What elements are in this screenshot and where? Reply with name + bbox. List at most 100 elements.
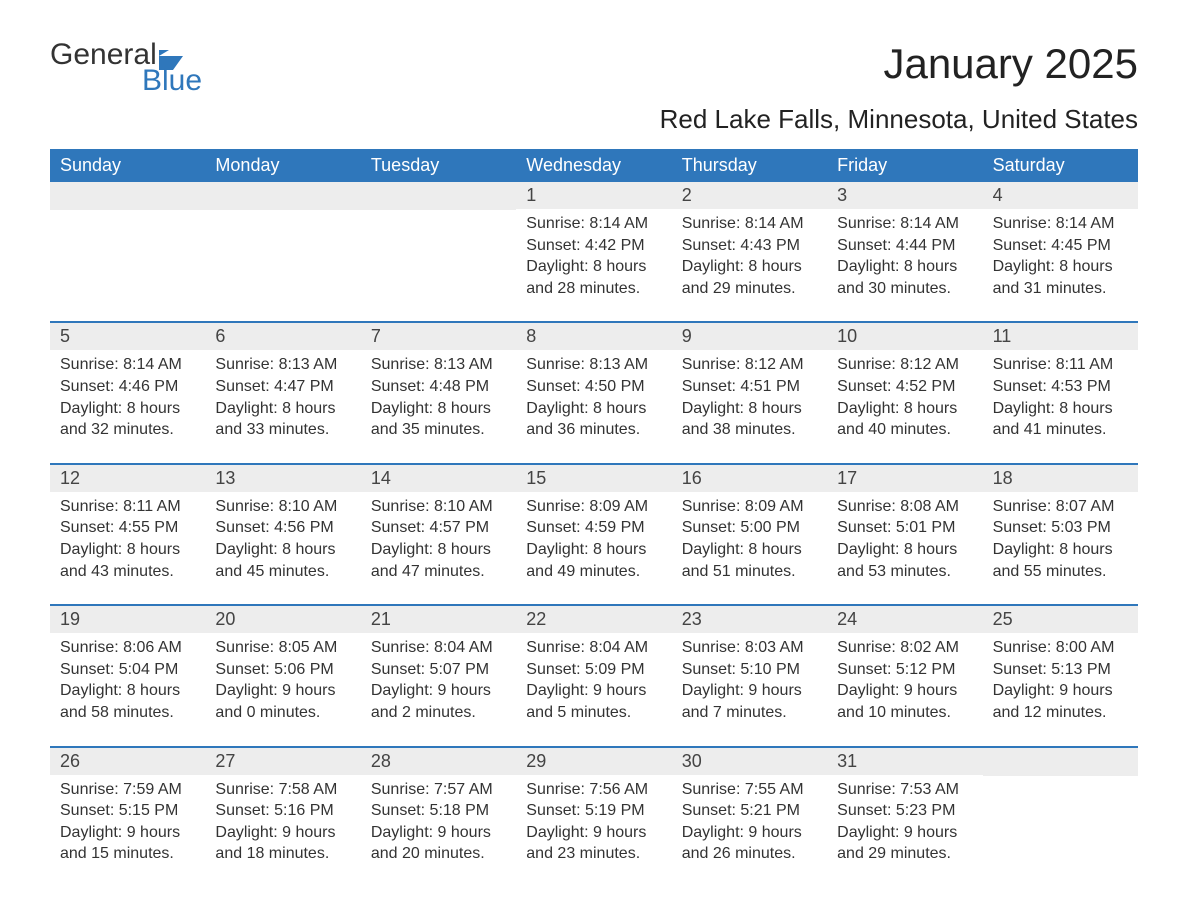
day-line-daylight2: and 26 minutes. (682, 843, 817, 865)
day-cell: 17Sunrise: 8:08 AMSunset: 5:01 PMDayligh… (827, 465, 982, 590)
day-line-sunset: Sunset: 4:52 PM (837, 376, 972, 398)
weekday-header: Tuesday (361, 149, 516, 182)
day-line-sunset: Sunset: 5:16 PM (215, 800, 350, 822)
day-cell: 6Sunrise: 8:13 AMSunset: 4:47 PMDaylight… (205, 323, 360, 448)
day-number (205, 182, 360, 210)
day-line-daylight2: and 38 minutes. (682, 419, 817, 441)
day-body: Sunrise: 8:14 AMSunset: 4:45 PMDaylight:… (983, 209, 1138, 307)
day-number: 5 (50, 323, 205, 350)
day-line-daylight2: and 32 minutes. (60, 419, 195, 441)
day-number: 22 (516, 606, 671, 633)
day-body: Sunrise: 8:05 AMSunset: 5:06 PMDaylight:… (205, 633, 360, 731)
day-line-sunset: Sunset: 5:23 PM (837, 800, 972, 822)
day-line-sunset: Sunset: 4:51 PM (682, 376, 817, 398)
day-line-daylight1: Daylight: 8 hours (60, 539, 195, 561)
day-number: 11 (983, 323, 1138, 350)
location-subtitle: Red Lake Falls, Minnesota, United States (50, 104, 1138, 135)
day-line-daylight2: and 49 minutes. (526, 561, 661, 583)
day-cell: 12Sunrise: 8:11 AMSunset: 4:55 PMDayligh… (50, 465, 205, 590)
day-body: Sunrise: 8:14 AMSunset: 4:43 PMDaylight:… (672, 209, 827, 307)
day-line-daylight1: Daylight: 9 hours (215, 822, 350, 844)
day-line-sunrise: Sunrise: 8:10 AM (215, 496, 350, 518)
week-row: 1Sunrise: 8:14 AMSunset: 4:42 PMDaylight… (50, 182, 1138, 307)
day-body: Sunrise: 8:13 AMSunset: 4:48 PMDaylight:… (361, 350, 516, 448)
day-line-daylight1: Daylight: 8 hours (993, 256, 1128, 278)
day-number: 27 (205, 748, 360, 775)
day-line-sunset: Sunset: 5:01 PM (837, 517, 972, 539)
day-line-daylight2: and 2 minutes. (371, 702, 506, 724)
day-number: 25 (983, 606, 1138, 633)
day-number: 16 (672, 465, 827, 492)
day-line-daylight1: Daylight: 8 hours (837, 256, 972, 278)
day-cell: 1Sunrise: 8:14 AMSunset: 4:42 PMDaylight… (516, 182, 671, 307)
day-number: 28 (361, 748, 516, 775)
day-cell: 16Sunrise: 8:09 AMSunset: 5:00 PMDayligh… (672, 465, 827, 590)
day-line-sunrise: Sunrise: 8:13 AM (526, 354, 661, 376)
day-line-sunrise: Sunrise: 8:00 AM (993, 637, 1128, 659)
day-number: 13 (205, 465, 360, 492)
day-body: Sunrise: 8:12 AMSunset: 4:51 PMDaylight:… (672, 350, 827, 448)
day-line-sunset: Sunset: 5:06 PM (215, 659, 350, 681)
day-line-sunrise: Sunrise: 8:11 AM (60, 496, 195, 518)
day-number: 12 (50, 465, 205, 492)
header-row: General Blue January 2025 (50, 40, 1138, 96)
day-number: 8 (516, 323, 671, 350)
day-body: Sunrise: 8:04 AMSunset: 5:09 PMDaylight:… (516, 633, 671, 731)
day-line-daylight2: and 18 minutes. (215, 843, 350, 865)
day-number: 26 (50, 748, 205, 775)
day-cell (205, 182, 360, 307)
day-line-sunrise: Sunrise: 8:09 AM (682, 496, 817, 518)
day-line-sunset: Sunset: 4:48 PM (371, 376, 506, 398)
day-cell: 9Sunrise: 8:12 AMSunset: 4:51 PMDaylight… (672, 323, 827, 448)
day-number: 2 (672, 182, 827, 209)
day-line-daylight2: and 41 minutes. (993, 419, 1128, 441)
day-line-daylight2: and 53 minutes. (837, 561, 972, 583)
week-row: 26Sunrise: 7:59 AMSunset: 5:15 PMDayligh… (50, 746, 1138, 873)
day-line-daylight2: and 35 minutes. (371, 419, 506, 441)
day-line-daylight1: Daylight: 8 hours (682, 539, 817, 561)
day-line-sunrise: Sunrise: 7:55 AM (682, 779, 817, 801)
day-number: 15 (516, 465, 671, 492)
day-body: Sunrise: 7:56 AMSunset: 5:19 PMDaylight:… (516, 775, 671, 873)
day-body: Sunrise: 7:57 AMSunset: 5:18 PMDaylight:… (361, 775, 516, 873)
day-line-sunrise: Sunrise: 8:14 AM (993, 213, 1128, 235)
day-number: 14 (361, 465, 516, 492)
day-line-daylight1: Daylight: 9 hours (837, 680, 972, 702)
calendar: SundayMondayTuesdayWednesdayThursdayFrid… (50, 149, 1138, 873)
day-cell: 21Sunrise: 8:04 AMSunset: 5:07 PMDayligh… (361, 606, 516, 731)
day-number (983, 748, 1138, 776)
day-line-sunrise: Sunrise: 8:10 AM (371, 496, 506, 518)
day-line-daylight1: Daylight: 9 hours (526, 822, 661, 844)
day-line-sunset: Sunset: 4:47 PM (215, 376, 350, 398)
day-line-daylight1: Daylight: 8 hours (837, 539, 972, 561)
day-body: Sunrise: 8:14 AMSunset: 4:42 PMDaylight:… (516, 209, 671, 307)
logo-text-blue: Blue (50, 66, 202, 96)
week-row: 5Sunrise: 8:14 AMSunset: 4:46 PMDaylight… (50, 321, 1138, 448)
day-cell: 23Sunrise: 8:03 AMSunset: 5:10 PMDayligh… (672, 606, 827, 731)
day-number: 17 (827, 465, 982, 492)
day-number: 10 (827, 323, 982, 350)
day-line-daylight1: Daylight: 8 hours (371, 398, 506, 420)
day-line-sunset: Sunset: 4:44 PM (837, 235, 972, 257)
day-cell: 19Sunrise: 8:06 AMSunset: 5:04 PMDayligh… (50, 606, 205, 731)
day-line-daylight1: Daylight: 9 hours (682, 822, 817, 844)
day-line-sunset: Sunset: 4:50 PM (526, 376, 661, 398)
day-body: Sunrise: 8:10 AMSunset: 4:56 PMDaylight:… (205, 492, 360, 590)
day-cell (361, 182, 516, 307)
day-number (50, 182, 205, 210)
weekday-header: Friday (827, 149, 982, 182)
weeks-container: 1Sunrise: 8:14 AMSunset: 4:42 PMDaylight… (50, 182, 1138, 873)
day-line-daylight1: Daylight: 8 hours (526, 398, 661, 420)
day-line-sunset: Sunset: 5:21 PM (682, 800, 817, 822)
day-line-sunrise: Sunrise: 8:02 AM (837, 637, 972, 659)
day-line-daylight1: Daylight: 9 hours (682, 680, 817, 702)
day-line-sunset: Sunset: 4:45 PM (993, 235, 1128, 257)
day-cell: 8 Sunrise: 8:13 AMSunset: 4:50 PMDaylight… (516, 323, 671, 448)
day-cell: 28Sunrise: 7:57 AMSunset: 5:18 PMDayligh… (361, 748, 516, 873)
day-line-sunrise: Sunrise: 7:57 AM (371, 779, 506, 801)
day-line-sunset: Sunset: 4:42 PM (526, 235, 661, 257)
day-line-daylight1: Daylight: 9 hours (837, 822, 972, 844)
day-line-daylight2: and 28 minutes. (526, 278, 661, 300)
day-cell: 10Sunrise: 8:12 AMSunset: 4:52 PMDayligh… (827, 323, 982, 448)
day-body: Sunrise: 7:58 AMSunset: 5:16 PMDaylight:… (205, 775, 360, 873)
